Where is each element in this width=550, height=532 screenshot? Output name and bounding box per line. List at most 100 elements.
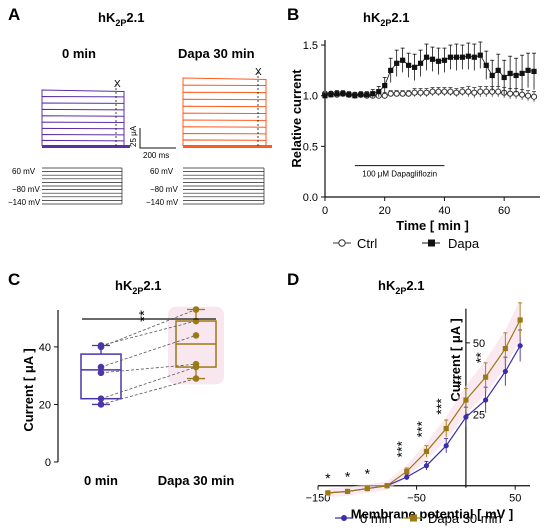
data-point-dapa xyxy=(463,397,469,403)
y-tick-label: 40 xyxy=(39,342,51,354)
panel-letter-c: C xyxy=(8,270,20,289)
trace-label-dapa: Dapa 30 min xyxy=(178,46,255,61)
protocol-label-minus80mv-left: −80 mV xyxy=(12,185,40,194)
significance-marker: ** xyxy=(136,310,153,322)
legend-marker-dapa xyxy=(428,239,435,247)
data-point-dapa xyxy=(471,54,477,60)
legend-label-ctrl: Ctrl xyxy=(357,236,377,251)
data-point-dapa xyxy=(483,374,489,380)
panel-a: A hK2P2.1 0 min Dapa 30 min X X 25 μA 20… xyxy=(8,5,272,207)
data-point-dapa xyxy=(477,52,483,58)
legend-label-dapa: Dapa 30 min xyxy=(428,511,502,526)
data-point-0min xyxy=(517,343,523,349)
data-point-0min xyxy=(404,474,410,480)
data-point-dapa xyxy=(429,56,436,62)
category-label: 0 min xyxy=(84,473,118,488)
data-point-dapa xyxy=(495,67,501,73)
y-tick-label: 0.0 xyxy=(303,192,318,204)
data-point-ctrl xyxy=(435,88,442,95)
category-label: Dapa 30 min xyxy=(158,473,235,488)
protocol-label-60mv-left: 60 mV xyxy=(12,167,36,176)
data-point-ctrl xyxy=(429,88,436,95)
data-point-dapa xyxy=(411,64,418,70)
x-tick-label: −50 xyxy=(407,493,426,505)
data-point-dapa xyxy=(435,58,442,64)
panel-c-title: hK2P2.1 xyxy=(115,278,161,296)
significance-marker: * xyxy=(345,468,351,484)
data-point-0min xyxy=(97,363,105,371)
data-point-dapa xyxy=(459,54,465,60)
data-point-dapa xyxy=(192,375,200,382)
data-point-ctrl xyxy=(387,90,394,97)
data-point-0min xyxy=(97,401,105,408)
data-point-0min xyxy=(423,463,430,469)
measure-marker-left: X xyxy=(114,79,121,90)
x-axis-title: Membrane potential [ mV ] xyxy=(351,507,514,522)
data-point-dapa xyxy=(358,92,364,98)
scale-bar-y-label: 25 μA xyxy=(129,125,138,147)
legend-marker-dapa xyxy=(410,514,417,522)
data-point-dapa xyxy=(382,82,388,89)
data-point-ctrl xyxy=(459,88,466,95)
significance-marker: * xyxy=(365,466,371,482)
measure-marker-right: X xyxy=(255,67,262,78)
data-point-0min xyxy=(97,369,105,377)
paired-line xyxy=(100,320,197,346)
data-point-dapa xyxy=(384,483,390,489)
data-point-dapa xyxy=(423,54,430,60)
data-point-dapa xyxy=(423,448,430,455)
left-trace xyxy=(41,127,125,146)
paired-line xyxy=(100,378,197,405)
voltage-protocol-right xyxy=(183,167,265,205)
data-point-ctrl xyxy=(495,88,502,95)
paired-line xyxy=(100,366,197,400)
panel-letter-d: D xyxy=(287,270,299,289)
x-tick-label: 60 xyxy=(498,205,510,217)
data-point-ctrl xyxy=(423,89,430,96)
data-point-ctrl xyxy=(441,88,448,95)
data-point-dapa xyxy=(364,485,370,492)
y-tick-label: 1.5 xyxy=(303,40,318,52)
data-point-dapa xyxy=(513,72,519,79)
data-point-dapa xyxy=(525,67,531,73)
significance-marker: *** xyxy=(394,441,410,458)
left-baseline xyxy=(42,145,130,148)
chart-iv-curve: −150 −50 50 25 50 Membrane potential [ mV ] Cu… xyxy=(306,300,530,526)
drug-application-label: 100 μM Dapagliflozin xyxy=(362,170,437,179)
data-point-dapa xyxy=(370,91,376,97)
data-point-ctrl xyxy=(453,89,460,96)
protocol-label-minus80mv-right: −80 mV xyxy=(150,185,178,194)
data-point-0min xyxy=(463,414,469,420)
right-trace xyxy=(182,84,267,146)
legend-label-0min: 0 min xyxy=(360,511,392,526)
data-point-dapa xyxy=(322,93,328,99)
data-point-dapa xyxy=(483,62,489,68)
data-point-ctrl xyxy=(507,90,514,97)
data-point-dapa xyxy=(352,93,358,99)
data-point-dapa xyxy=(406,62,412,68)
left-trace xyxy=(41,115,125,146)
data-point-0min xyxy=(97,395,105,403)
right-trace xyxy=(182,91,267,146)
data-point-dapa xyxy=(531,68,537,74)
confidence-band xyxy=(327,300,521,498)
data-point-dapa xyxy=(344,488,351,495)
data-point-dapa xyxy=(364,92,370,98)
legend-marker-ctrl xyxy=(338,239,346,247)
data-point-ctrl xyxy=(411,89,418,96)
right-trace xyxy=(182,126,267,146)
data-point-dapa xyxy=(417,60,424,66)
data-point-ctrl xyxy=(393,90,400,97)
scale-bar xyxy=(139,128,176,149)
current-traces-0min xyxy=(41,84,130,148)
box-iqr xyxy=(80,353,122,400)
paired-line xyxy=(100,309,197,348)
current-traces-dapa xyxy=(182,72,272,148)
data-point-dapa xyxy=(328,92,334,98)
right-trace xyxy=(182,119,267,146)
y-tick-label: 0.5 xyxy=(303,141,318,153)
left-trace xyxy=(41,96,125,146)
data-point-dapa xyxy=(388,67,394,73)
data-point-dapa xyxy=(404,468,410,475)
